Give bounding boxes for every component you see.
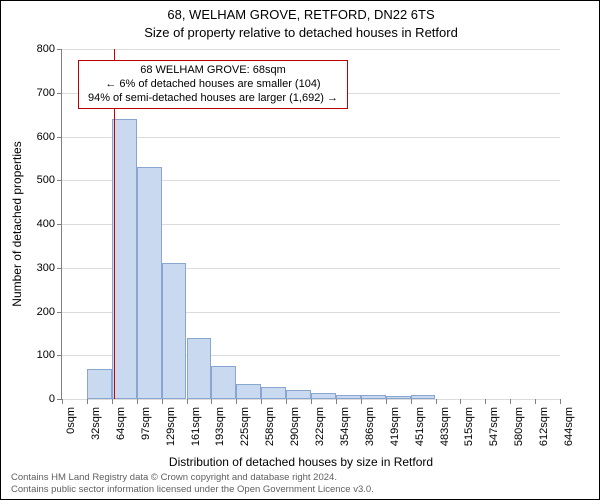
x-tick-label: 419sqm [389, 407, 401, 447]
x-tick [87, 399, 88, 404]
x-tick-label: 129sqm [165, 407, 177, 447]
x-tick-label: 547sqm [488, 407, 500, 447]
histogram-bar [137, 167, 162, 399]
x-tick [162, 399, 163, 404]
x-tick [137, 399, 138, 404]
x-axis-label: Distribution of detached houses by size … [1, 455, 600, 469]
x-tick-label: 290sqm [289, 407, 301, 447]
chart-title-description: Size of property relative to detached ho… [1, 25, 600, 40]
chart-container: 68, WELHAM GROVE, RETFORD, DN22 6TS Size… [0, 0, 600, 500]
infobox-line3: 94% of semi-detached houses are larger (… [85, 92, 341, 106]
x-ticks [62, 399, 560, 404]
y-tick-label: 500 [15, 174, 55, 186]
x-tick [361, 399, 362, 404]
x-tick [411, 399, 412, 404]
infobox-line2: ← 6% of detached houses are smaller (104… [85, 78, 341, 92]
x-tick [286, 399, 287, 404]
infobox-line1: 68 WELHAM GROVE: 68sqm [85, 64, 341, 78]
x-tick-label: 322sqm [314, 407, 326, 447]
x-tick-label: 97sqm [140, 407, 152, 447]
y-tick-label: 800 [15, 43, 55, 55]
x-tick-label: 515sqm [463, 407, 475, 447]
x-tick [510, 399, 511, 404]
x-tick [485, 399, 486, 404]
x-tick [336, 399, 337, 404]
x-tick-label: 32sqm [90, 407, 102, 447]
x-tick [112, 399, 113, 404]
x-tick-label: 225sqm [239, 407, 251, 447]
x-tick [62, 399, 63, 404]
x-tick [436, 399, 437, 404]
histogram-bar [286, 390, 311, 399]
x-tick-label: 354sqm [339, 407, 351, 447]
x-tick [386, 399, 387, 404]
footer-line1: Contains HM Land Registry data © Crown c… [11, 472, 591, 483]
x-tick [535, 399, 536, 404]
x-tick-label: 483sqm [439, 407, 451, 447]
x-tick-label: 193sqm [214, 407, 226, 447]
x-tick [311, 399, 312, 404]
x-tick-label: 644sqm [563, 407, 575, 447]
y-tick-label: 100 [15, 349, 55, 361]
x-tick [460, 399, 461, 404]
x-tick-label: 451sqm [414, 407, 426, 447]
y-tick-label: 200 [15, 306, 55, 318]
x-tick [187, 399, 188, 404]
x-tick-label: 161sqm [190, 407, 202, 447]
histogram-bar [187, 338, 212, 399]
histogram-bar [87, 369, 112, 399]
x-tick [261, 399, 262, 404]
y-tick-label: 700 [15, 87, 55, 99]
attribution-footer: Contains HM Land Registry data © Crown c… [11, 472, 591, 495]
x-tick-label: 612sqm [538, 407, 550, 447]
y-tick-label: 400 [15, 218, 55, 230]
histogram-bar [162, 263, 187, 399]
x-tick-label: 580sqm [513, 407, 525, 447]
histogram-bar [236, 384, 261, 399]
histogram-bar [112, 119, 137, 399]
y-tick-label: 0 [15, 393, 55, 405]
y-tick-label: 300 [15, 262, 55, 274]
x-tick [560, 399, 561, 404]
y-tick-label: 600 [15, 131, 55, 143]
histogram-bar [211, 366, 236, 399]
x-tick-label: 0sqm [65, 407, 77, 447]
x-tick [236, 399, 237, 404]
property-info-box: 68 WELHAM GROVE: 68sqm ← 6% of detached … [78, 60, 348, 109]
footer-line2: Contains public sector information licen… [11, 484, 591, 495]
x-tick [211, 399, 212, 404]
x-tick-label: 386sqm [364, 407, 376, 447]
histogram-bar [261, 387, 286, 399]
x-tick-label: 64sqm [115, 407, 127, 447]
chart-title-address: 68, WELHAM GROVE, RETFORD, DN22 6TS [1, 7, 600, 22]
x-tick-label: 258sqm [264, 407, 276, 447]
